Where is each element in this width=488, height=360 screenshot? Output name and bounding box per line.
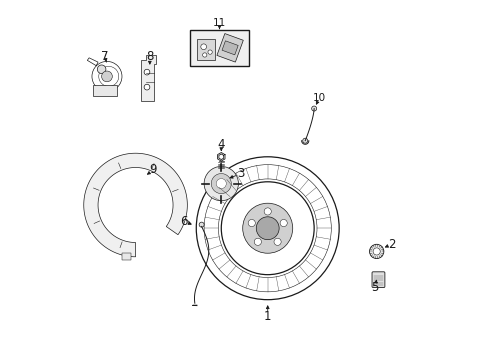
Circle shape xyxy=(99,66,119,86)
Text: 11: 11 xyxy=(212,18,225,28)
Polygon shape xyxy=(83,153,187,257)
Circle shape xyxy=(211,174,231,194)
Text: 2: 2 xyxy=(387,238,395,251)
Text: 7: 7 xyxy=(101,50,109,63)
Circle shape xyxy=(273,238,281,246)
Bar xyxy=(93,85,116,96)
Polygon shape xyxy=(141,55,156,101)
Circle shape xyxy=(203,166,238,201)
Circle shape xyxy=(102,71,112,82)
Bar xyxy=(122,253,131,260)
Polygon shape xyxy=(222,41,238,55)
Text: 3: 3 xyxy=(237,167,244,180)
Circle shape xyxy=(216,179,226,189)
Text: 9: 9 xyxy=(149,163,157,176)
Circle shape xyxy=(302,138,307,143)
Circle shape xyxy=(97,65,106,73)
Circle shape xyxy=(311,106,316,111)
Circle shape xyxy=(264,208,271,215)
Text: 5: 5 xyxy=(370,281,378,294)
Circle shape xyxy=(207,50,212,54)
Text: 6: 6 xyxy=(180,215,187,228)
Circle shape xyxy=(242,203,292,253)
Text: 4: 4 xyxy=(217,138,224,151)
Circle shape xyxy=(144,69,149,75)
Bar xyxy=(190,30,248,66)
Circle shape xyxy=(372,248,380,255)
Text: 10: 10 xyxy=(312,93,325,103)
Circle shape xyxy=(280,220,286,226)
Circle shape xyxy=(201,44,206,50)
Circle shape xyxy=(199,222,203,227)
Text: 8: 8 xyxy=(146,50,153,63)
Circle shape xyxy=(369,244,383,258)
Bar xyxy=(196,39,215,60)
Circle shape xyxy=(256,217,279,240)
Text: 1: 1 xyxy=(264,310,271,323)
FancyBboxPatch shape xyxy=(371,272,384,288)
Circle shape xyxy=(248,220,255,226)
Circle shape xyxy=(254,238,261,246)
Circle shape xyxy=(144,84,149,90)
Circle shape xyxy=(202,53,206,57)
Polygon shape xyxy=(217,33,243,62)
